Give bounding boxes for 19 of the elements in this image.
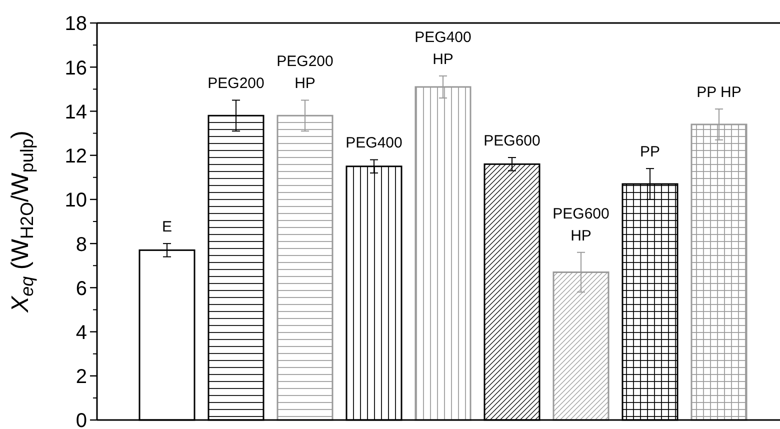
x-tick-label: PEG600 HP <box>552 205 610 244</box>
y-tick-label: 18 <box>64 13 87 36</box>
y-tick-label: 8 <box>76 234 87 256</box>
y-tick-label: 6 <box>76 278 87 300</box>
y-tick-label: 10 <box>64 190 87 212</box>
y-tick-label: 14 <box>64 101 87 124</box>
x-tick-label: E <box>162 218 172 236</box>
y-tick-label: 0 <box>76 410 87 429</box>
y-tick-label: 16 <box>64 57 87 80</box>
x-tick-label: PEG200 <box>208 75 264 92</box>
y-tick-label: 12 <box>64 146 87 168</box>
x-tick-label: PEG400 <box>346 134 402 152</box>
x-tick-label: PP HP <box>696 84 742 102</box>
x-tick-label: PP <box>640 144 660 161</box>
y-tick-label: 2 <box>76 366 87 388</box>
x-tick-label: PEG400 HP <box>414 28 472 68</box>
y-tick-label: 4 <box>76 322 87 344</box>
x-tick-label: PEG200 HP <box>276 53 334 92</box>
x-tick-label: PEG600 <box>484 132 540 150</box>
